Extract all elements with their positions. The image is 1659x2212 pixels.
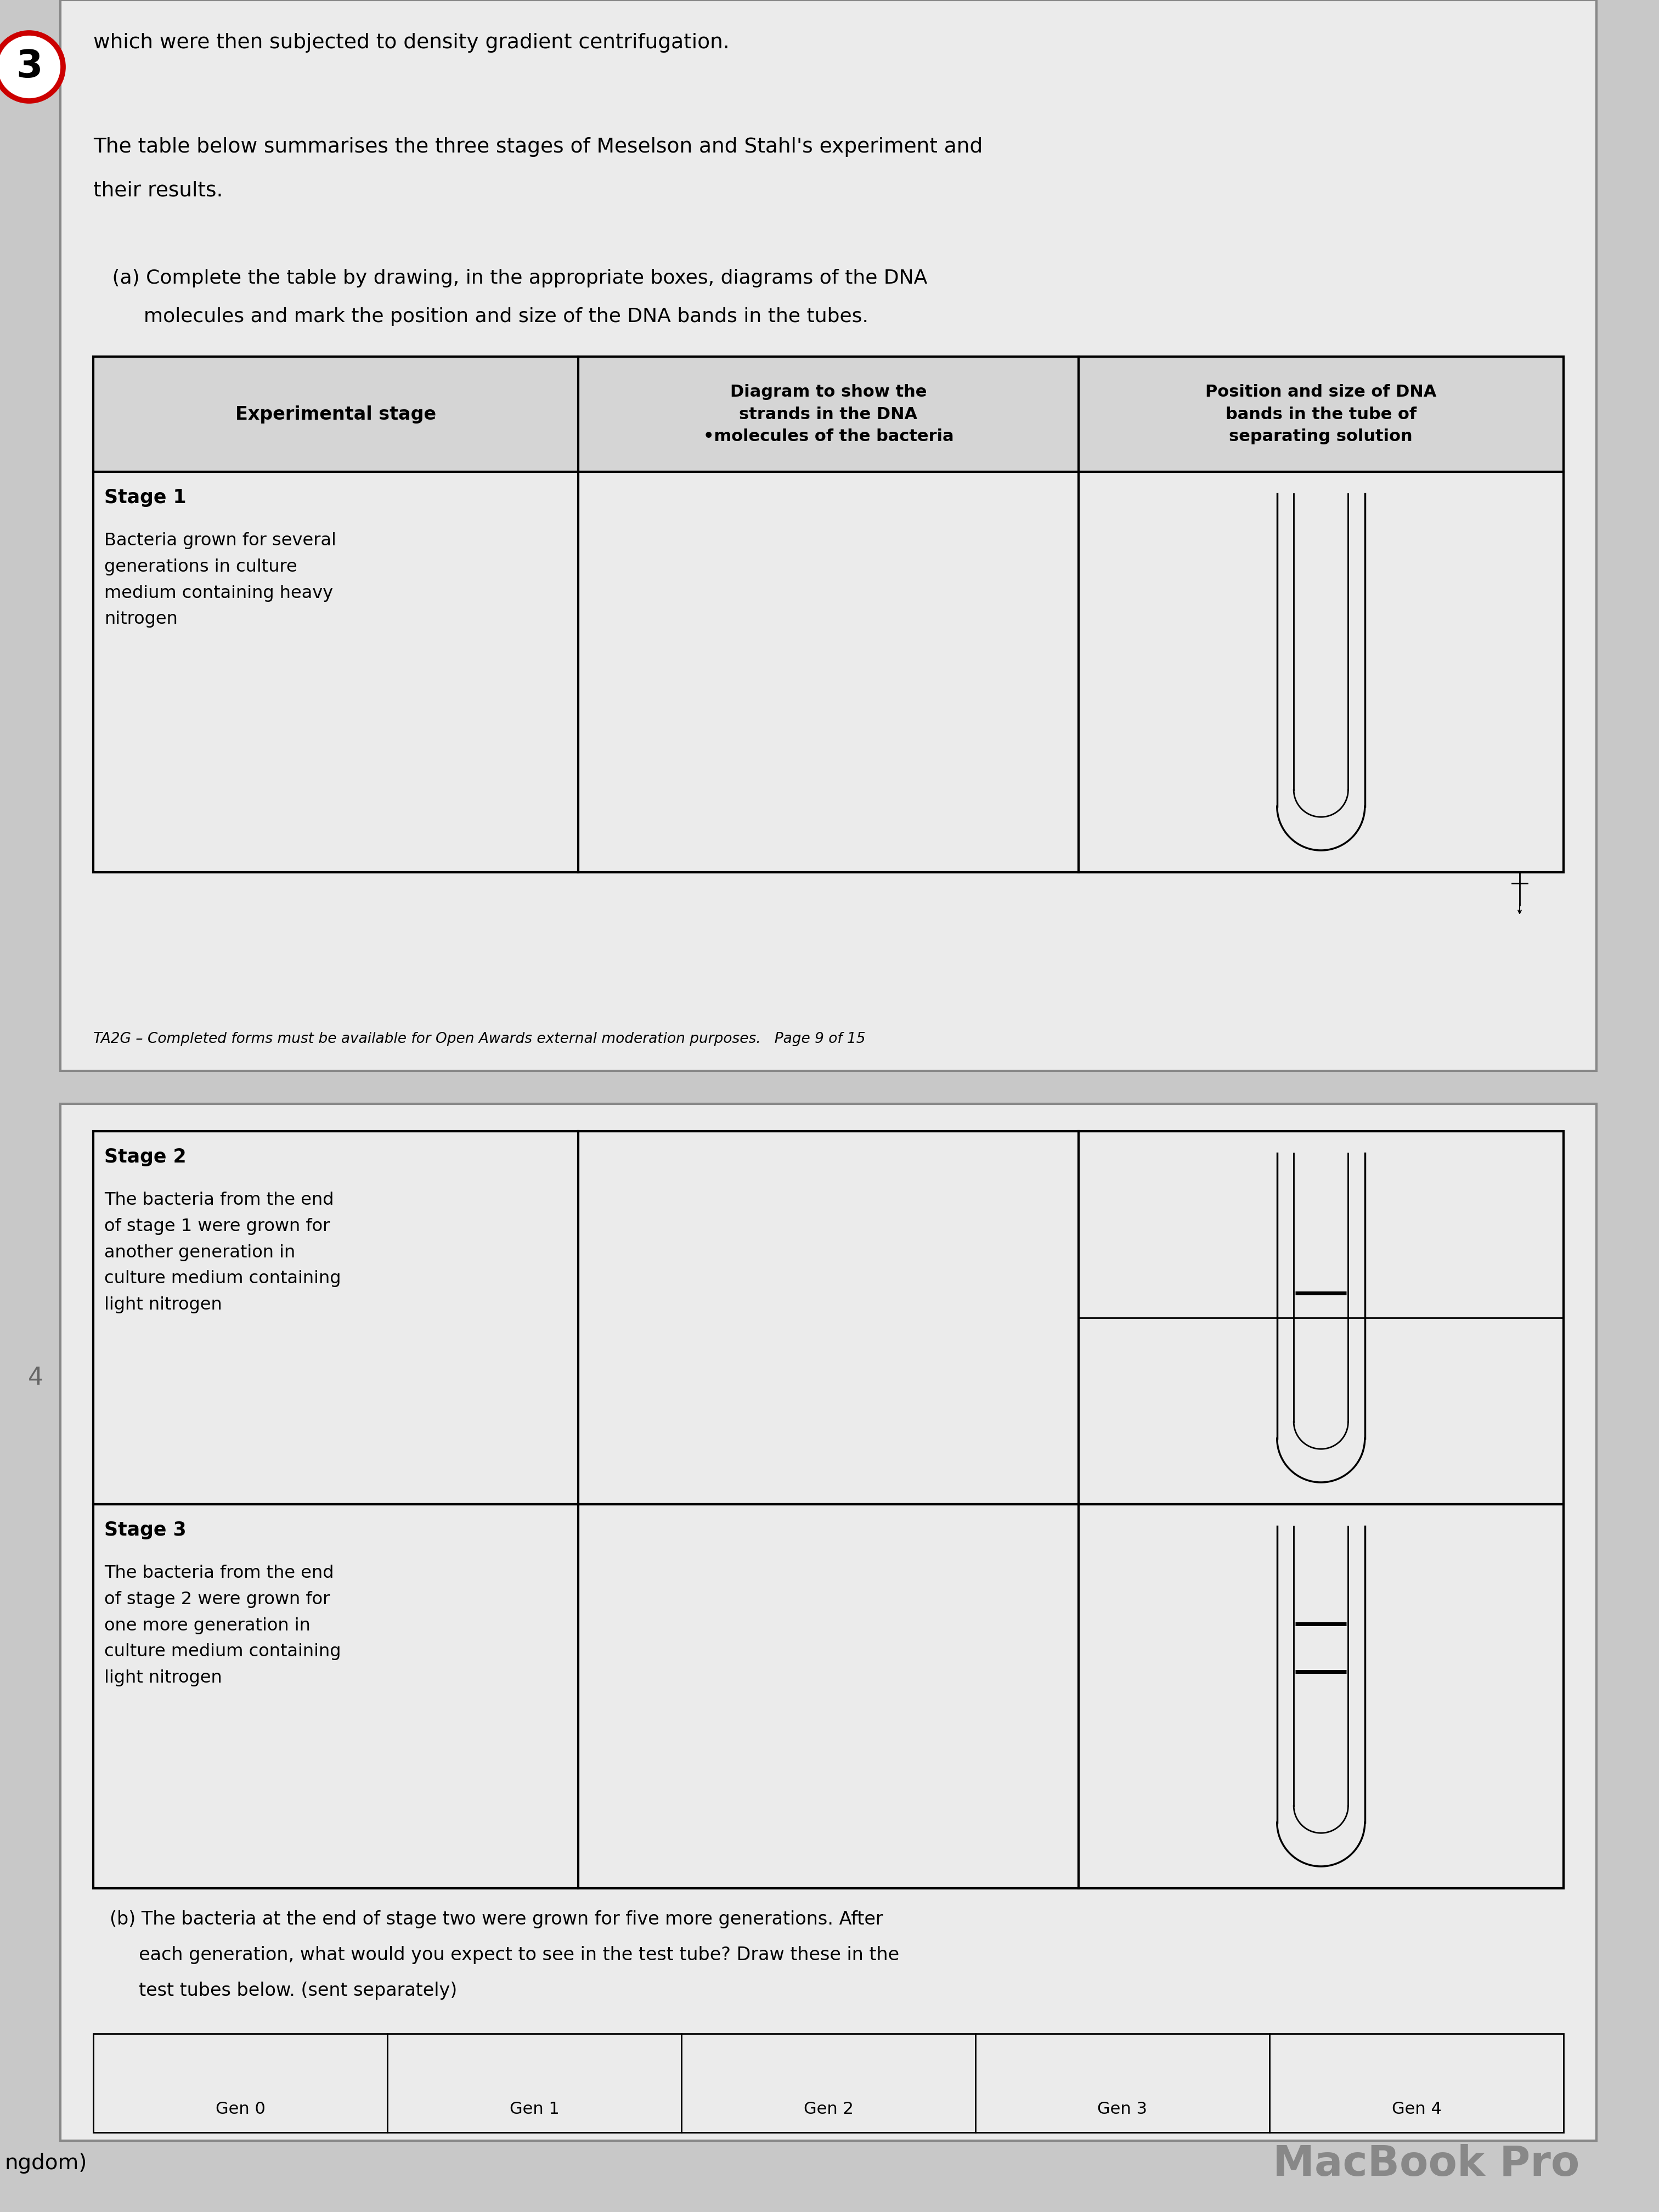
Text: Stage 2: Stage 2 <box>105 1148 186 1166</box>
Text: test tubes below. (sent separately): test tubes below. (sent separately) <box>109 1982 458 2000</box>
Text: Gen 0: Gen 0 <box>216 2101 265 2117</box>
Bar <box>387 2033 682 2132</box>
Text: 4: 4 <box>28 1367 43 1389</box>
Bar <box>93 2033 387 2132</box>
Bar <box>93 1504 1563 1889</box>
Text: Gen 3: Gen 3 <box>1098 2101 1148 2117</box>
Circle shape <box>0 33 63 102</box>
Bar <box>93 471 1563 872</box>
Text: TA2G – Completed forms must be available for Open Awards external moderation pur: TA2G – Completed forms must be available… <box>93 1033 866 1046</box>
Text: Gen 1: Gen 1 <box>509 2101 559 2117</box>
Bar <box>93 1130 1563 1504</box>
Bar <box>60 0 1596 1071</box>
Text: The table below summarises the three stages of Meselson and Stahl's experiment a: The table below summarises the three sta… <box>93 137 982 157</box>
Text: The bacteria from the end
of stage 1 were grown for
another generation in
cultur: The bacteria from the end of stage 1 wer… <box>105 1192 342 1314</box>
Text: Position and size of DNA
bands in the tube of
separating solution: Position and size of DNA bands in the tu… <box>1206 385 1437 445</box>
Text: Experimental stage: Experimental stage <box>236 405 436 422</box>
Text: Gen 4: Gen 4 <box>1392 2101 1442 2117</box>
Text: each generation, what would you expect to see in the test tube? Draw these in th: each generation, what would you expect t… <box>109 1947 899 1964</box>
Text: molecules and mark the position and size of the DNA bands in the tubes.: molecules and mark the position and size… <box>93 307 868 325</box>
Text: The bacteria from the end
of stage 2 were grown for
one more generation in
cultu: The bacteria from the end of stage 2 wer… <box>105 1564 342 1686</box>
Text: Diagram to show the
strands in the DNA
•molecules of the bacteria: Diagram to show the strands in the DNA •… <box>703 385 954 445</box>
Text: (a) Complete the table by drawing, in the appropriate boxes, diagrams of the DNA: (a) Complete the table by drawing, in th… <box>93 270 927 288</box>
Text: ngdom): ngdom) <box>5 2152 86 2174</box>
Text: which were then subjected to density gradient centrifugation.: which were then subjected to density gra… <box>93 33 730 53</box>
Text: Stage 1: Stage 1 <box>105 489 186 507</box>
Bar <box>93 356 1563 471</box>
Text: 3: 3 <box>17 49 43 86</box>
Text: (b) The bacteria at the end of stage two were grown for five more generations. A: (b) The bacteria at the end of stage two… <box>109 1911 883 1929</box>
Text: MacBook Pro: MacBook Pro <box>1272 2143 1579 2185</box>
Text: Gen 2: Gen 2 <box>803 2101 853 2117</box>
Bar <box>975 2033 1269 2132</box>
Bar <box>1269 2033 1563 2132</box>
Text: Stage 3: Stage 3 <box>105 1522 186 1540</box>
Text: their results.: their results. <box>93 181 222 201</box>
Bar <box>60 1104 1596 2141</box>
Text: Bacteria grown for several
generations in culture
medium containing heavy
nitrog: Bacteria grown for several generations i… <box>105 533 337 628</box>
Bar <box>682 2033 975 2132</box>
